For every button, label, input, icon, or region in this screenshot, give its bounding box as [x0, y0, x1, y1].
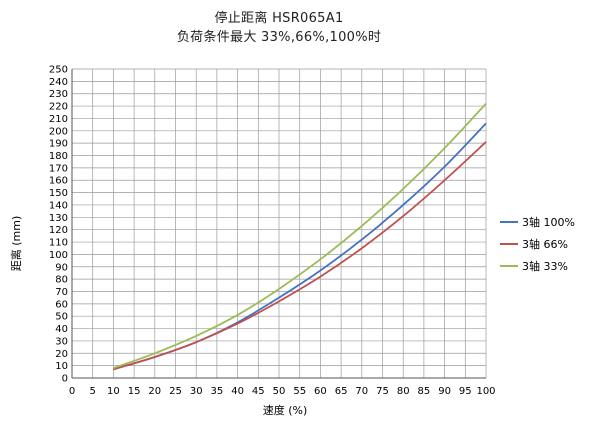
x-tick-label: 85	[418, 386, 431, 397]
x-tick-label: 90	[438, 386, 451, 397]
y-tick-label: 80	[55, 275, 68, 286]
y-tick-label: 20	[55, 349, 68, 360]
y-tick-label: 70	[55, 287, 68, 298]
x-tick-label: 75	[376, 386, 389, 397]
y-tick-label: 220	[49, 102, 68, 113]
x-axis-label: 速度 (%)	[263, 403, 308, 417]
x-tick-label: 55	[293, 386, 306, 397]
legend-label: 3轴 33%	[522, 259, 568, 273]
x-tick-label: 35	[211, 386, 224, 397]
x-tick-label: 20	[148, 386, 161, 397]
x-tick-label: 70	[355, 386, 368, 397]
chart-subtitle: 负荷条件最大 33%,66%,100%时	[176, 30, 382, 45]
x-tick-label: 65	[335, 386, 348, 397]
y-tick-label: 170	[49, 163, 68, 174]
y-tick-label: 240	[49, 77, 68, 88]
y-tick-label: 100	[49, 250, 68, 261]
y-tick-label: 50	[55, 312, 68, 323]
x-tick-label: 60	[314, 386, 327, 397]
series-line-3	[113, 102, 487, 369]
x-tick-label: 95	[459, 386, 472, 397]
legend: 3轴 100% 3轴 66% 3轴 33%	[500, 215, 575, 273]
x-tick-label: 40	[231, 386, 244, 397]
y-tick-label: 90	[55, 262, 68, 273]
x-tick-label: 45	[252, 386, 265, 397]
x-tick-labels: 0 5 10 15 20 25 30 35 40 45 50 55 60 65 70 75 80 85 90 95 10…	[69, 386, 496, 397]
series-lines	[113, 102, 487, 371]
x-tick-label: 50	[273, 386, 286, 397]
y-tick-label: 230	[49, 89, 68, 100]
legend-label: 3轴 100%	[522, 215, 575, 229]
x-tick-label: 25	[169, 386, 182, 397]
y-tick-label: 30	[55, 336, 68, 347]
y-tick-label: 130	[49, 213, 68, 224]
y-tick-label: 110	[49, 238, 68, 249]
y-tick-label: 150	[49, 188, 68, 199]
y-tick-label: 0	[62, 374, 68, 385]
chart-title: 停止距离 HSR065A1	[214, 11, 344, 26]
y-tick-label: 210	[49, 114, 68, 125]
x-tick-label: 30	[190, 386, 203, 397]
y-tick-label: 10	[55, 361, 68, 372]
x-tick-label: 10	[107, 386, 120, 397]
y-tick-label: 200	[49, 126, 68, 137]
y-axis-label: 距离 (mm)	[9, 216, 23, 272]
x-tick-label: 15	[128, 386, 141, 397]
y-tick-label: 140	[49, 200, 68, 211]
legend-label: 3轴 66%	[522, 237, 568, 251]
gridlines	[72, 68, 487, 378]
x-tick-label: 80	[397, 386, 410, 397]
y-tick-label: 160	[49, 176, 68, 187]
y-tick-label: 180	[49, 151, 68, 162]
x-tick-label: 0	[69, 386, 75, 397]
series-line-2	[113, 141, 487, 371]
y-tick-label: 190	[49, 139, 68, 150]
y-tick-label: 120	[49, 225, 68, 236]
x-tick-label: 100	[476, 386, 495, 397]
axes	[71, 69, 486, 379]
y-tick-label: 250	[49, 65, 68, 76]
y-tick-label: 40	[55, 324, 68, 335]
x-tick-label: 5	[90, 386, 96, 397]
y-tick-label: 60	[55, 299, 68, 310]
